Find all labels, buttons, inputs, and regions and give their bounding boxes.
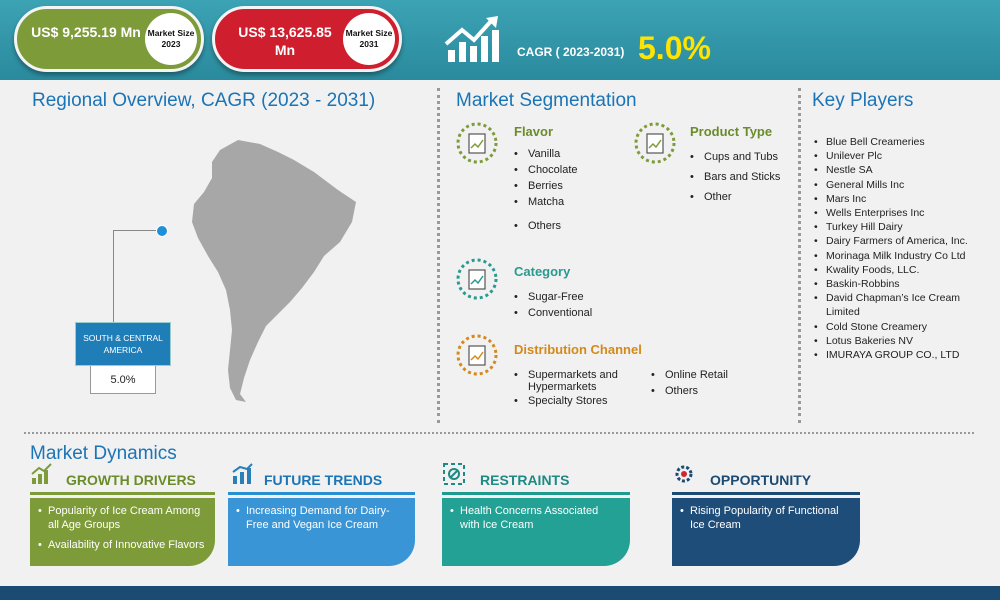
product-type-heading: Product Type bbox=[690, 124, 773, 139]
restraints-box: Health Concerns Associated with Ice Crea… bbox=[442, 498, 630, 566]
future-trends-box: Increasing Demand for Dairy-Free and Veg… bbox=[228, 498, 415, 566]
flavor-segment-icon bbox=[456, 122, 498, 164]
product-type-list: Cups and Tubs Bars and Sticks Other bbox=[690, 151, 780, 203]
opportunity-item: Rising Popularity of Functional Ice Crea… bbox=[680, 504, 850, 532]
future-trends-underline bbox=[228, 492, 415, 495]
restraints-heading: RESTRAINTS bbox=[480, 472, 570, 488]
market-size-2023-pill: US$ 9,255.19 Mn Market Size 2023 bbox=[14, 6, 204, 72]
category-list: Sugar-Free Conventional bbox=[514, 291, 592, 319]
key-player-item: Dairy Farmers of America, Inc. bbox=[814, 234, 994, 248]
future-trends-icon bbox=[232, 463, 253, 484]
footer-bar bbox=[0, 586, 1000, 600]
market-size-2031-label: Market Size 2031 bbox=[343, 13, 395, 65]
market-size-2031-pill: US$ 13,625.85 Mn Market Size 2031 bbox=[212, 6, 402, 72]
key-player-item: Mars Inc bbox=[814, 192, 994, 206]
distribution-item: Supermarkets and Hypermarkets bbox=[514, 369, 634, 393]
key-player-item: Baskin-Robbins bbox=[814, 277, 994, 291]
product-type-item: Cups and Tubs bbox=[690, 151, 780, 163]
market-size-2031-value: US$ 13,625.85 Mn bbox=[238, 24, 332, 58]
region-connector-line bbox=[113, 230, 159, 325]
opportunity-icon bbox=[675, 465, 693, 483]
distribution-channel-segment-icon bbox=[456, 334, 498, 376]
flavor-item: Others bbox=[514, 220, 578, 232]
growth-driver-item: Availability of Innovative Flavors bbox=[38, 538, 205, 552]
distribution-channel-heading: Distribution Channel bbox=[514, 342, 642, 357]
distribution-list-left: Supermarkets and Hypermarkets Specialty … bbox=[514, 369, 634, 407]
section-divider bbox=[24, 432, 974, 434]
distribution-item: Others bbox=[651, 385, 728, 397]
opportunity-underline bbox=[672, 492, 860, 495]
growth-driver-item: Popularity of Ice Cream Among all Age Gr… bbox=[38, 504, 205, 532]
flavor-item: Berries bbox=[514, 180, 578, 192]
restraint-item: Health Concerns Associated with Ice Crea… bbox=[450, 504, 620, 532]
south-america-map bbox=[192, 140, 356, 402]
key-player-item: Morinaga Milk Industry Co Ltd bbox=[814, 249, 994, 263]
product-type-item: Other bbox=[690, 191, 780, 203]
future-trends-heading: FUTURE TRENDS bbox=[264, 472, 383, 488]
market-size-2023-label: Market Size 2023 bbox=[145, 13, 197, 65]
key-players-title: Key Players bbox=[812, 90, 914, 111]
cagr-value: 5.0% bbox=[638, 30, 711, 66]
region-marker-dot bbox=[156, 225, 168, 237]
restraints-icon bbox=[443, 463, 465, 485]
key-player-item: Lotus Bakeries NV bbox=[814, 334, 994, 348]
key-player-item: Unilever Plc bbox=[814, 149, 994, 163]
growth-drivers-icon bbox=[31, 463, 52, 484]
key-player-item: Blue Bell Creameries bbox=[814, 135, 994, 149]
market-dynamics-title: Market Dynamics bbox=[30, 443, 177, 464]
key-players-list: Blue Bell Creameries Unilever Plc Nestle… bbox=[814, 135, 994, 362]
regional-overview-title: Regional Overview, CAGR (2023 - 2031) bbox=[32, 90, 376, 111]
opportunity-box: Rising Popularity of Functional Ice Crea… bbox=[672, 498, 860, 566]
key-player-item: Wells Enterprises Inc bbox=[814, 206, 994, 220]
region-name-box: SOUTH & CENTRAL AMERICA bbox=[75, 322, 171, 366]
key-player-item: Turkey Hill Dairy bbox=[814, 220, 994, 234]
flavor-item: Vanilla bbox=[514, 148, 578, 160]
distribution-item: Specialty Stores bbox=[514, 395, 634, 407]
category-heading: Category bbox=[514, 264, 571, 279]
restraints-underline bbox=[442, 492, 630, 495]
category-segment-icon bbox=[456, 258, 498, 300]
growth-drivers-heading: GROWTH DRIVERS bbox=[66, 472, 196, 488]
region-cagr-value: 5.0% bbox=[90, 366, 156, 394]
flavor-item: Matcha bbox=[514, 196, 578, 208]
category-item: Conventional bbox=[514, 307, 592, 319]
flavor-list: Vanilla Chocolate Berries Matcha Others bbox=[514, 148, 578, 232]
future-trend-item: Increasing Demand for Dairy-Free and Veg… bbox=[236, 504, 405, 532]
growth-drivers-underline bbox=[30, 492, 215, 495]
key-player-item: IMURAYA GROUP CO., LTD bbox=[814, 348, 994, 362]
opportunity-heading: OPPORTUNITY bbox=[710, 472, 812, 488]
market-size-2023-value: US$ 9,255.19 Mn bbox=[31, 24, 141, 40]
key-player-item: Kwality Foods, LLC. bbox=[814, 263, 994, 277]
divider-right bbox=[798, 88, 801, 423]
flavor-item: Chocolate bbox=[514, 164, 578, 176]
market-segmentation-title: Market Segmentation bbox=[456, 90, 637, 111]
distribution-list-right: Online Retail Others bbox=[651, 369, 728, 397]
product-type-item: Bars and Sticks bbox=[690, 171, 780, 183]
key-player-item: David Chapman’s Ice Cream Limited bbox=[814, 291, 994, 319]
flavor-heading: Flavor bbox=[514, 124, 554, 139]
divider-left bbox=[437, 88, 440, 423]
key-player-item: General Mills Inc bbox=[814, 178, 994, 192]
growth-drivers-box: Popularity of Ice Cream Among all Age Gr… bbox=[30, 498, 215, 566]
distribution-item: Online Retail bbox=[651, 369, 728, 381]
key-player-item: Cold Stone Creamery bbox=[814, 320, 994, 334]
product-type-segment-icon bbox=[634, 122, 676, 164]
growth-chart-icon bbox=[444, 16, 499, 62]
key-player-item: Nestle SA bbox=[814, 163, 994, 177]
header-banner: US$ 9,255.19 Mn Market Size 2023 US$ 13,… bbox=[0, 0, 1000, 80]
category-item: Sugar-Free bbox=[514, 291, 592, 303]
cagr-label: CAGR ( 2023-2031) bbox=[517, 45, 625, 59]
